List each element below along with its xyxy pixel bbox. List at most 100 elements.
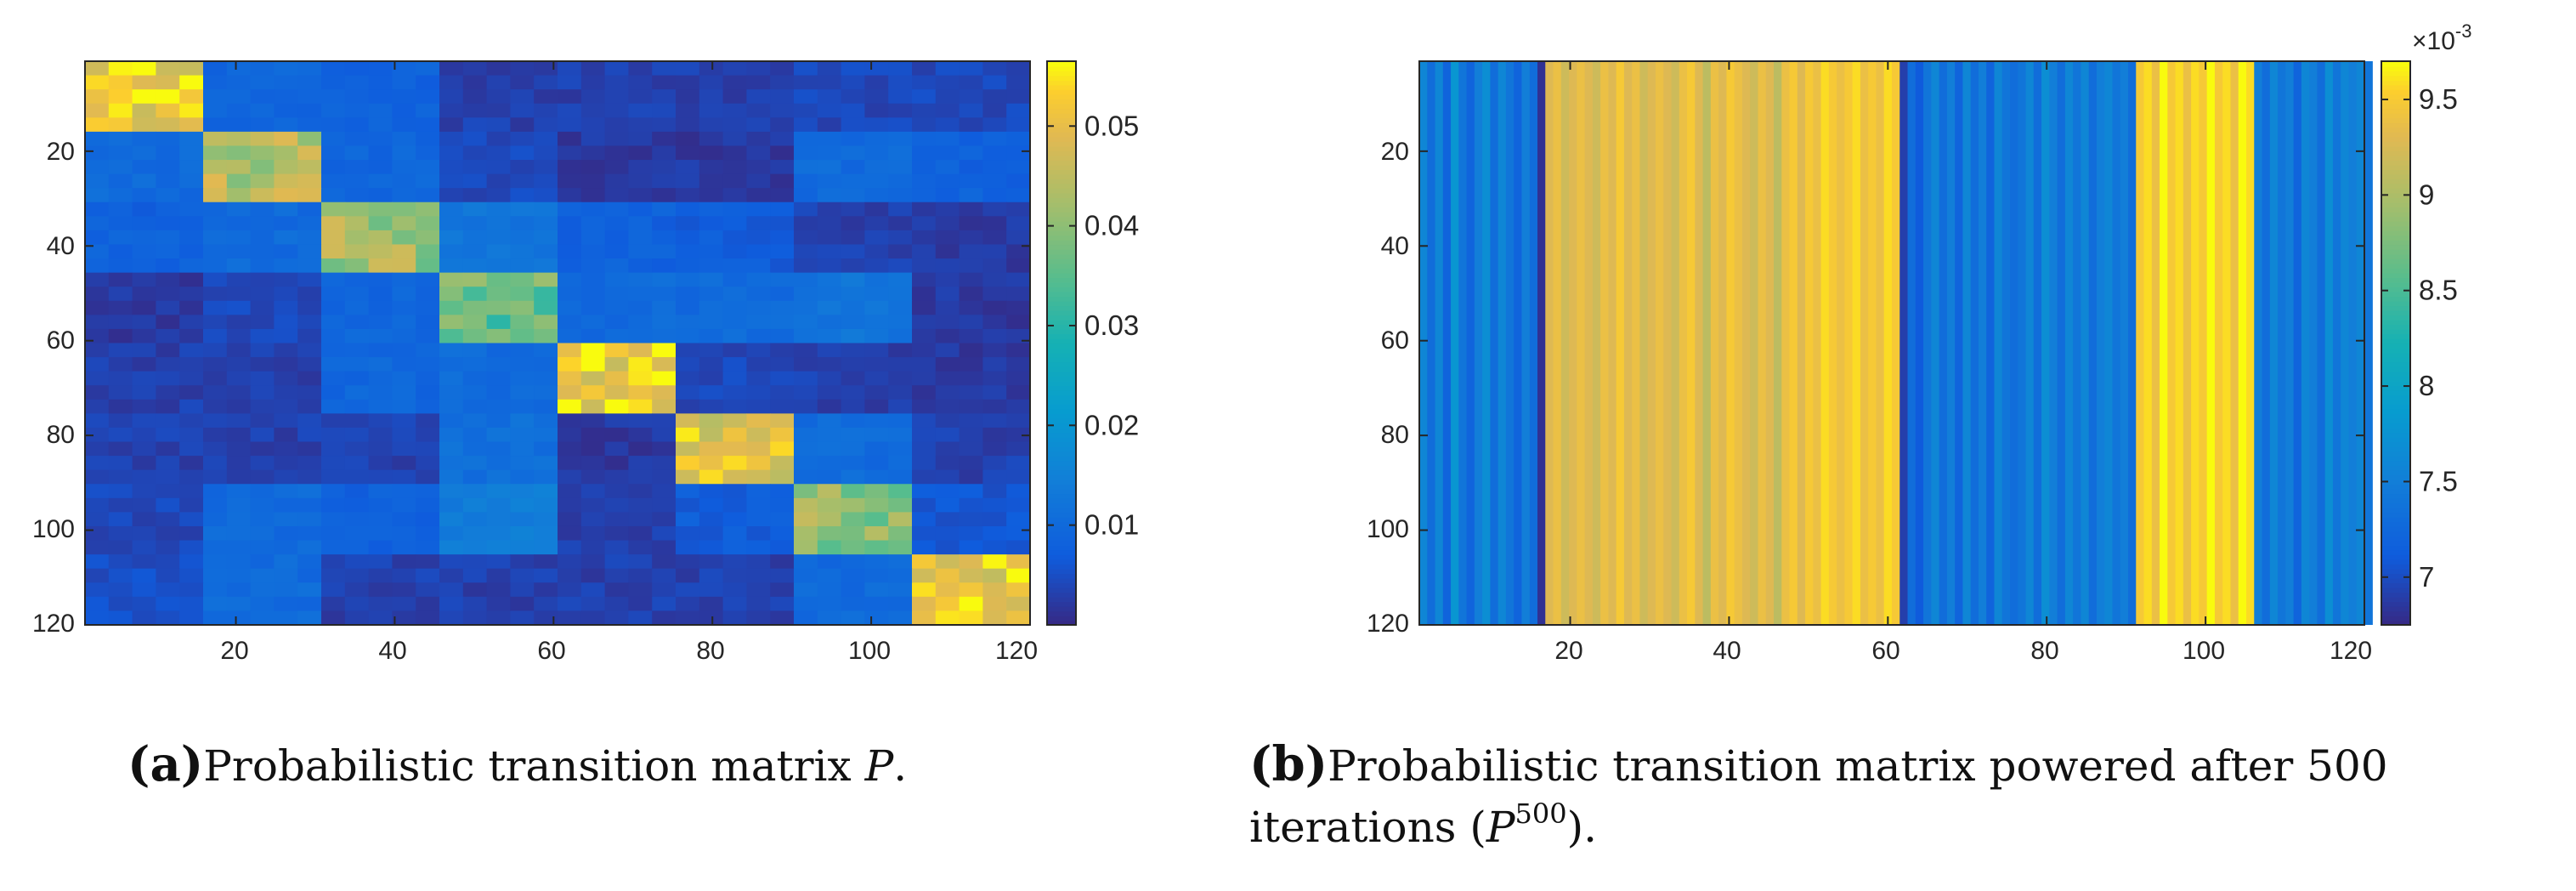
heat-a-cell [652,287,677,302]
heat-a-cell [676,230,700,246]
heat-a-cell [841,131,865,147]
heat-a-cell [439,315,464,330]
heat-a-cell [722,258,747,274]
heat-b-column [1514,61,1523,625]
heat-a-cell [935,596,960,612]
heat-a-cell [156,540,180,555]
cbar-a-step [1047,309,1076,316]
heat-a-cell [841,540,865,555]
heat-b-column [1687,61,1696,625]
heat-a-cell [486,371,511,386]
cbar-b-step [2381,573,2410,579]
cbar-b-step [2381,413,2410,419]
heat-a-cell [179,328,204,344]
heat-a-cell [558,413,582,428]
heat-a-cell [699,399,724,414]
cbar-b-step [2381,479,2410,485]
heat-a-cell [344,469,370,485]
heat-a-cell [888,484,913,499]
heat-a-cell [841,484,865,499]
heat-a-cell [746,145,771,161]
heat-a-cell [132,272,156,287]
cbar-b-step [2381,446,2410,452]
heat-a-cell [156,399,180,414]
heat-a-cell [534,300,558,315]
heat-a-cell [722,399,747,414]
heat-a-cell [817,343,842,358]
heat-a-cell [604,568,629,583]
heat-a-cell [912,201,937,217]
heat-a-cell [628,512,653,527]
heat-a-cell [746,357,771,372]
heat-a-cell [770,287,795,302]
multiplier-base: ×10 [2412,27,2455,55]
heat-a-cell [580,399,606,414]
heat-a-cell [108,540,133,555]
heat-a-cell [156,188,180,203]
heat-a-cell [722,61,747,77]
heat-a-cell [534,484,558,499]
cbar-b-step [2381,540,2410,546]
heat-a-cell [321,103,346,118]
heat-a-cell [794,568,818,583]
heat-a-cell [888,554,913,570]
heat-a-cell [486,328,511,344]
heat-a-cell [935,540,960,555]
heat-a-cell [108,469,133,485]
heat-a-cell [888,399,913,414]
cbar-a-step [1047,150,1076,156]
heat-a-cell [179,230,204,246]
heat-a-cell [746,456,771,471]
caption-a: (a)Probabilistic transition matrix P. [127,736,907,792]
heat-a-cell [722,188,747,203]
heat-a-cell [203,216,228,231]
heat-a-cell [392,441,416,457]
heat-a-cell [132,441,156,457]
heat-a-cell [982,272,1007,287]
heat-a-cell [912,300,937,315]
heat-a-cell [841,160,865,175]
heat-a-cell [274,173,298,189]
colorbar-b-tick-labels: 7 7.5 8 8.5 9 9.5 [2419,83,2458,593]
heat-a-cell [722,328,747,344]
heat-a-cell [462,441,488,457]
heat-a-cell [628,145,653,161]
cbar-b-step [2381,281,2410,287]
heat-a-cell [534,343,558,358]
heat-a-cell [368,497,393,514]
heat-a-cell [462,328,488,344]
heat-a-cell [416,427,440,443]
heat-a-cell [652,385,677,400]
heat-a-cell [226,75,252,90]
heat-a-cell [676,469,700,485]
heat-a-cell [652,328,677,344]
cbar-a-step [1047,521,1076,527]
heat-a-cell [676,300,700,315]
cbar-b-step [2381,84,2410,90]
heat-a-cell [722,582,747,598]
heat-b-column [1955,61,1963,625]
heat-a-cell [935,244,960,259]
heat-a-cell [888,244,913,259]
heat-a-cell [108,258,133,274]
cbar-a-step [1047,201,1076,208]
heat-a-cell [794,244,818,259]
heat-a-cell [297,328,322,344]
heat-a-cell [392,343,416,358]
heat-a-cell [250,75,275,90]
heat-a-cell [770,441,795,457]
heat-a-cell [226,497,252,514]
heat-a-cell [676,582,700,598]
heat-a-cell [912,456,937,471]
heat-a-cell [628,315,653,330]
cbar-b-step [2381,122,2410,128]
heat-a-cell [510,456,535,471]
heat-b-column [1623,61,1633,625]
heat-a-cell [486,456,511,471]
heat-a-cell [462,512,488,527]
cbar-a-step [1047,225,1076,231]
cbar-a-step [1047,408,1076,415]
cbar-b-step [2381,432,2410,438]
heat-a-cell [912,427,937,443]
heat-a-cell [274,188,298,203]
